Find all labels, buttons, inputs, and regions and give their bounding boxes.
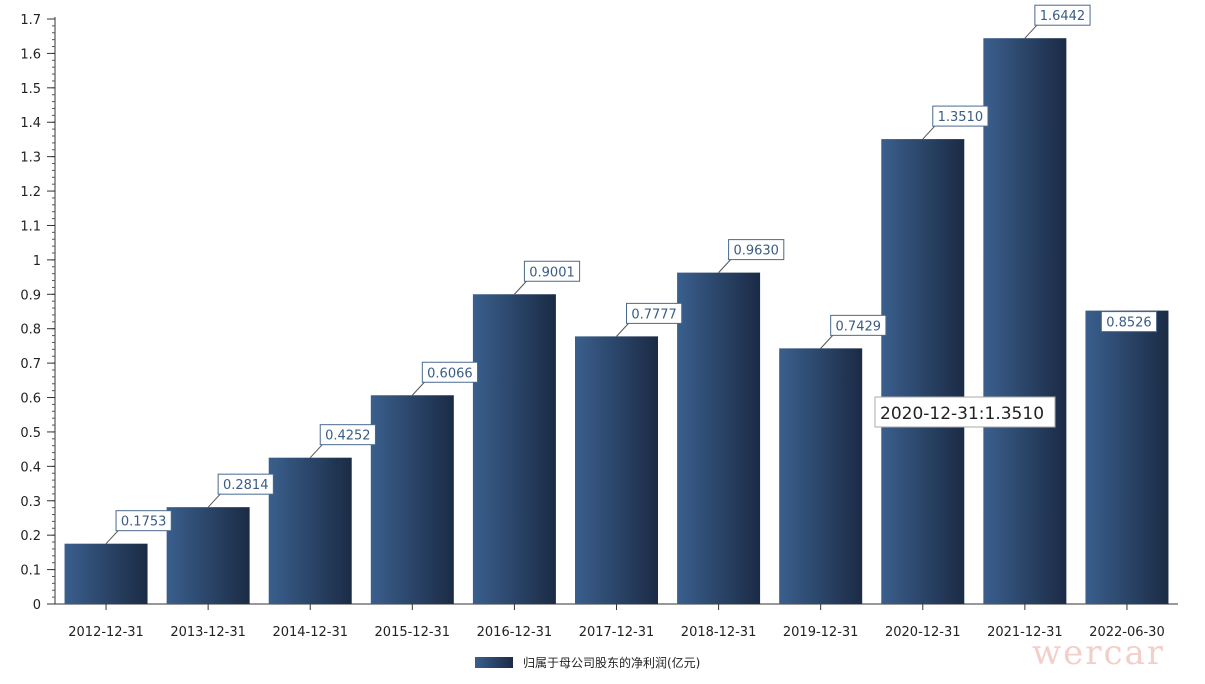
data-label-box: [932, 105, 989, 127]
y-tick-label: 1.6: [20, 47, 41, 62]
y-tick-label: 0.9: [20, 288, 41, 303]
data-label-leader: [922, 125, 936, 140]
x-tick-label: 2014-12-31: [272, 625, 348, 640]
y-tick-label: 1.4: [20, 116, 41, 131]
bar: [472, 294, 556, 604]
y-tick-label: 1.2: [20, 185, 41, 200]
y-tick-label: 0.8: [20, 323, 41, 338]
bar: [779, 348, 863, 604]
x-tick-label: 2019-12-31: [783, 625, 859, 640]
y-axis: 0 0.1 0.2 0.3 0.4 0.5 0.6 0.7 0.8 0.9 1 1.1 1.2 1.3 1.…: [20, 13, 56, 613]
legend-label: 归属于母公司股东的净利润(亿元): [523, 655, 700, 670]
bar: [268, 457, 352, 604]
data-label: 0.6066: [427, 366, 473, 381]
bar: [370, 395, 454, 604]
y-tick-label: 1.3: [20, 151, 41, 166]
bar: [983, 38, 1067, 604]
y-tick-label: 0.6: [20, 392, 41, 407]
data-label-leader: [411, 381, 425, 396]
legend: 归属于母公司股东的净利润(亿元): [475, 655, 700, 670]
legend-swatch: [475, 657, 513, 668]
x-tick-label: 2018-12-31: [681, 625, 757, 640]
data-label-leader: [616, 323, 629, 337]
bars: [64, 38, 1169, 605]
data-label-box: [217, 473, 274, 495]
data-label-leader: [820, 335, 834, 349]
x-tick-label: 2017-12-31: [579, 625, 655, 640]
y-tick-label: 0.4: [20, 460, 41, 475]
data-label-leader: [514, 280, 527, 295]
x-tick-label: 2016-12-31: [477, 625, 553, 640]
data-label-leader: [1024, 24, 1038, 39]
data-labels: 0.1753 0.2814 0.4252 0.6066 0.9001 0.7777 0.96…: [105, 4, 1158, 545]
x-tick-label: 2013-12-31: [170, 625, 246, 640]
y-tick-label: 0: [33, 598, 41, 613]
data-label-box: [1100, 311, 1158, 333]
data-label: 0.7429: [836, 319, 882, 334]
tooltip-box: [874, 396, 1056, 428]
data-label-box: [523, 260, 581, 282]
bar: [166, 507, 250, 604]
x-tick-label: 2022-06-30: [1089, 625, 1165, 640]
data-label-leader: [718, 259, 731, 273]
y-tick-label: 1.5: [20, 82, 41, 97]
data-label-box: [115, 510, 172, 532]
data-label: 0.9630: [733, 244, 779, 259]
data-label-box: [626, 302, 683, 324]
x-tick-label: 2015-12-31: [375, 625, 451, 640]
x-axis: 2012-12-31 2013-12-31 2014-12-31 2015-12-31…: [55, 603, 1178, 640]
y-tick-label: 0.7: [20, 357, 41, 372]
y-tick-label: 0.3: [20, 495, 41, 510]
y-tick-label: 0.5: [20, 426, 41, 441]
data-label: 1.3510: [938, 110, 984, 125]
data-label: 0.7777: [631, 307, 677, 322]
data-label-leader: [105, 530, 119, 545]
x-tick-label: 2012-12-31: [68, 625, 144, 640]
y-tick-label: 1.1: [20, 219, 41, 234]
tooltip: 2020-12-31:1.3510: [874, 396, 1056, 428]
bar: [1085, 310, 1169, 604]
x-tick-label: 2021-12-31: [987, 625, 1063, 640]
data-label: 1.6442: [1040, 9, 1086, 24]
bar: [575, 336, 658, 604]
y-tick-label: 1.7: [20, 13, 41, 28]
y-tick-label: 1: [33, 254, 41, 269]
data-label-box: [319, 424, 376, 446]
data-label: 0.8526: [1106, 316, 1152, 331]
data-label-box: [830, 314, 887, 336]
data-label-box: [728, 239, 785, 261]
data-label-box: [1034, 4, 1091, 26]
data-label: 0.2814: [223, 478, 269, 493]
bar: [881, 139, 965, 605]
data-label: 0.1753: [121, 515, 167, 530]
y-tick-label: 0.2: [20, 529, 41, 544]
data-label-leader: [309, 444, 323, 459]
bar: [64, 543, 148, 604]
data-label-box: [421, 361, 479, 383]
y-tick-label: 0.1: [20, 564, 41, 579]
data-label-leader: [207, 493, 221, 508]
bar: [677, 272, 761, 604]
watermark-text: wercar: [1032, 633, 1165, 673]
data-label: 0.4252: [325, 429, 371, 444]
data-label: 0.9001: [529, 265, 575, 280]
watermark: wercar: [1032, 633, 1165, 673]
x-tick-label: 2020-12-31: [885, 625, 961, 640]
tooltip-text: 2020-12-31:1.3510: [880, 404, 1044, 424]
